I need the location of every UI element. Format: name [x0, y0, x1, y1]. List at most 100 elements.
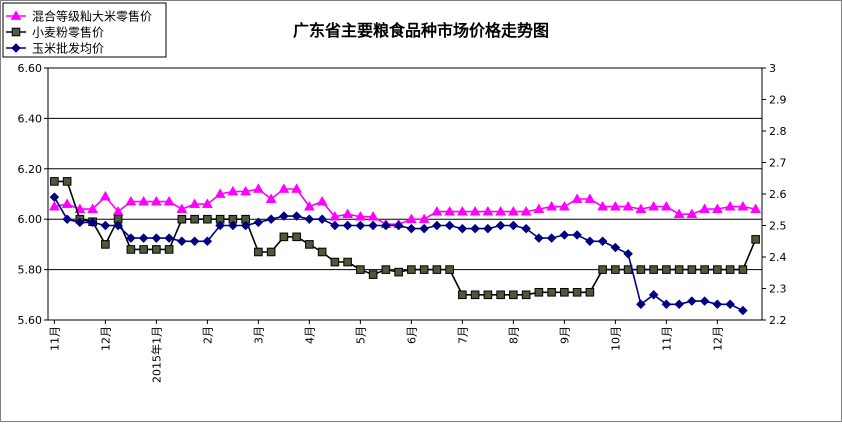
series-1-point — [572, 287, 582, 297]
x-tick-label: 5月 — [354, 326, 367, 344]
series-0-point — [648, 200, 660, 211]
series-1-point — [483, 290, 493, 300]
series-1-point — [687, 265, 697, 274]
series-2-point — [546, 233, 557, 243]
y-right-tick-label: 3 — [769, 62, 776, 75]
series-1-point — [598, 265, 607, 274]
series-2-point — [240, 220, 251, 231]
series-1-point — [177, 214, 187, 224]
y-right-tick-label: 2.5 — [769, 220, 787, 233]
series-0-point — [444, 205, 456, 216]
series-0-point — [278, 183, 290, 193]
legend-marker — [11, 43, 21, 53]
legend-label: 混合等级籼大米零售价 — [32, 9, 152, 24]
series-0-point — [227, 185, 239, 196]
x-tick-label: 2月 — [201, 326, 214, 344]
series-0-point — [405, 213, 417, 224]
series-2-point — [87, 217, 98, 228]
series-1-point — [547, 287, 556, 297]
series-2-point — [100, 220, 111, 231]
series-0-point — [507, 205, 519, 216]
legend-label: 玉米批发均价 — [32, 41, 104, 56]
series-1-point — [738, 265, 748, 274]
series-2-point — [687, 296, 697, 306]
series-1-point — [432, 265, 442, 274]
series-2-point — [610, 242, 621, 253]
series-1-point — [534, 287, 544, 297]
series-0-point — [201, 198, 213, 208]
x-tick-label: 11月 — [660, 326, 673, 351]
series-2-point — [725, 299, 735, 310]
series-1-point — [139, 245, 148, 254]
series-2-point — [444, 220, 455, 231]
series-1-point — [356, 265, 365, 274]
series-0-point — [329, 210, 341, 221]
series-2-point — [623, 248, 633, 259]
series-2-point — [75, 217, 85, 228]
series-0-point — [431, 205, 443, 216]
series-0-point — [291, 183, 303, 193]
series-2-point — [738, 305, 748, 316]
series-1-point — [751, 235, 760, 244]
series-1-point — [649, 265, 658, 274]
series-0-point — [163, 195, 175, 206]
series-2-point — [330, 220, 340, 231]
series-1-point — [725, 265, 735, 274]
series-0-point — [252, 183, 264, 193]
series-1-point — [585, 287, 595, 297]
series-2-point — [457, 223, 468, 234]
series-0-point — [699, 203, 711, 213]
series-0-point — [737, 200, 749, 211]
series-1-point — [407, 265, 416, 274]
series-0-point — [61, 198, 73, 208]
series-0-point — [265, 193, 277, 203]
legend-marker — [11, 27, 21, 37]
series-2-point — [342, 220, 353, 231]
x-tick-label: 12月 — [99, 326, 112, 351]
series-2-point — [317, 214, 327, 225]
series-2-point — [368, 220, 378, 231]
series-2-point — [636, 299, 646, 310]
series-0-point — [546, 200, 558, 211]
series-1-point — [713, 265, 722, 274]
legend-box — [2, 2, 167, 58]
legend-label: 小麦粉零售价 — [32, 25, 104, 40]
series-0-point — [622, 200, 634, 211]
series-1-point — [560, 287, 569, 297]
series-2-point — [661, 299, 672, 310]
series-1-point — [394, 267, 403, 277]
series-1-point — [152, 245, 161, 254]
series-1-point — [700, 265, 709, 274]
series-0-point — [99, 190, 111, 201]
series-1-point — [279, 232, 289, 242]
series-0-point — [316, 195, 328, 206]
series-1-point — [305, 240, 314, 249]
series-1-point — [636, 265, 646, 274]
y-left-tick-label: 6.60 — [18, 62, 43, 75]
series-2-point — [62, 214, 72, 225]
series-2-point — [559, 230, 570, 240]
series-2-point — [381, 220, 391, 231]
series-2-point — [355, 220, 366, 231]
series-0-point — [48, 200, 60, 211]
series-0-point — [711, 203, 723, 213]
series-2-point — [534, 233, 544, 243]
series-0-point — [520, 205, 532, 216]
series-2-point — [151, 233, 162, 243]
series-1-point — [496, 290, 505, 300]
series-0-point — [138, 195, 150, 206]
series-0-point — [533, 203, 545, 213]
series-2-point — [648, 289, 659, 300]
series-2-point — [189, 236, 200, 247]
series-0-point — [495, 205, 507, 216]
y-right-tick-label: 2.6 — [769, 188, 787, 201]
x-tick-label: 8月 — [507, 326, 520, 344]
x-tick-label: 10月 — [609, 326, 622, 351]
series-1-point — [458, 290, 467, 300]
series-1-point — [254, 247, 263, 257]
series-0-point — [482, 205, 494, 216]
series-0-point — [609, 200, 621, 211]
series-0-point — [673, 208, 685, 219]
